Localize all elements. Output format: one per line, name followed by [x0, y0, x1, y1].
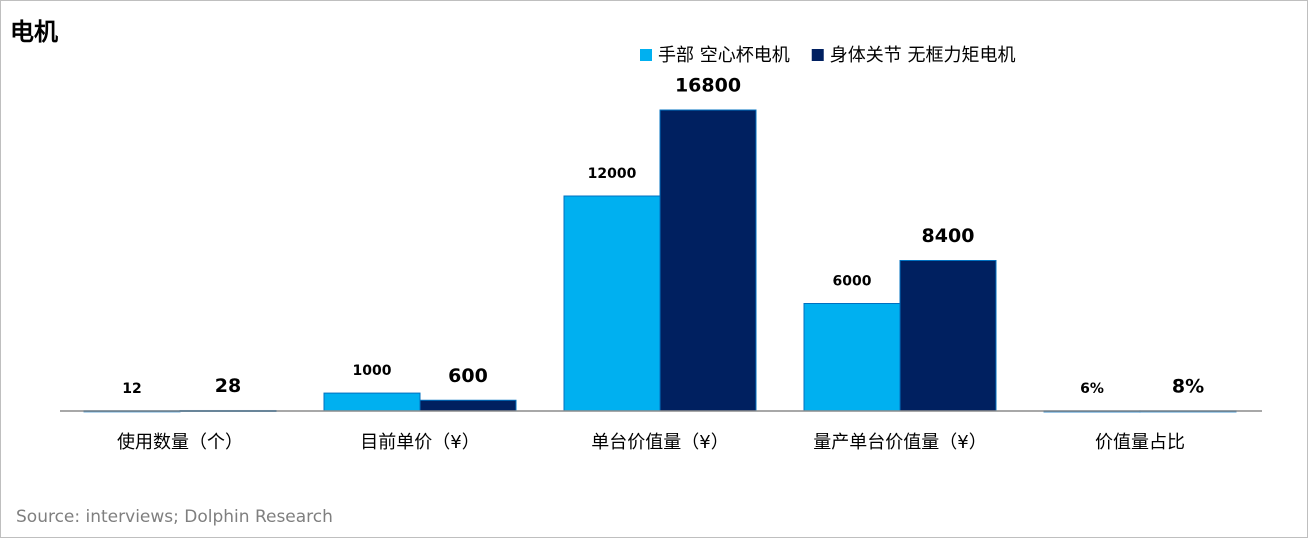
bar: [323, 392, 421, 412]
legend-label: 手部 空心杯电机: [658, 45, 790, 66]
value-label: 16800: [675, 75, 741, 97]
value-label: 6000: [833, 274, 872, 290]
bar: [419, 399, 517, 412]
source-note: Source: interviews; Dolphin Research: [16, 507, 333, 527]
bar: [899, 260, 997, 412]
x-tick-label: 使用数量（个）: [117, 432, 243, 453]
legend-label: 身体关节 无框力矩电机: [830, 45, 1016, 66]
bar: [563, 195, 661, 412]
bar: [803, 303, 901, 412]
x-tick-label: 单台价值量（¥）: [591, 432, 728, 453]
value-label: 8400: [922, 225, 975, 247]
bar: [659, 109, 757, 412]
value-label: 12000: [588, 166, 637, 182]
value-label: 6%: [1080, 381, 1104, 397]
value-label: 1000: [353, 363, 392, 379]
value-label: 12: [122, 381, 141, 397]
value-label: 8%: [1172, 375, 1204, 397]
value-label: 28: [215, 375, 241, 397]
chart-title: 电机: [10, 18, 58, 46]
legend-swatch: [640, 49, 652, 61]
x-tick-label: 价值量占比: [1095, 432, 1185, 453]
legend-swatch: [811, 49, 824, 61]
value-label: 600: [448, 365, 488, 387]
x-tick-label: 目前单价（¥）: [360, 432, 479, 453]
x-tick-label: 量产单台价值量（¥）: [813, 432, 986, 453]
